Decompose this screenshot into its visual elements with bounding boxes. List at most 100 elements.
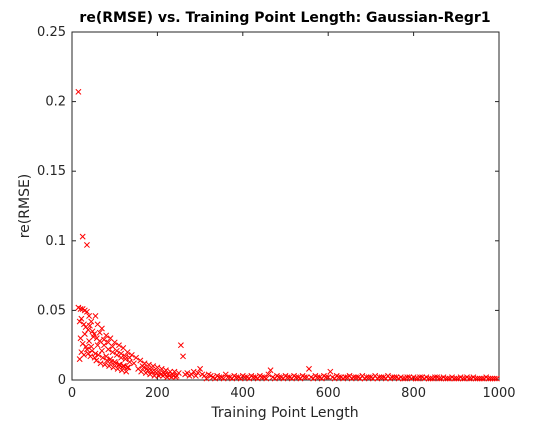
data-point: [459, 375, 466, 382]
data-point: [83, 343, 90, 350]
data-point: [323, 374, 330, 381]
data-point: [303, 374, 310, 381]
y-axis: 0 0.05 0.1 0.15 0.2 0.25: [37, 25, 499, 388]
data-point: [104, 357, 110, 364]
data-point: [325, 374, 332, 381]
data-point: [195, 370, 201, 376]
data-point: [95, 351, 102, 358]
data-point: [113, 347, 120, 354]
data-point: [86, 313, 93, 319]
data-point: [288, 375, 295, 382]
data-point: [429, 375, 436, 382]
axes-box: [71, 31, 500, 381]
y-tick-label: 0.05: [37, 303, 66, 318]
data-point: [172, 374, 179, 381]
x-tick-label: 0: [68, 386, 76, 401]
data-point: [125, 364, 132, 371]
data-point: [86, 322, 93, 329]
data-point: [91, 354, 98, 361]
data-point: [293, 374, 300, 381]
data-point: [301, 374, 308, 381]
data-point: [276, 374, 283, 381]
data-point: [120, 363, 127, 370]
data-point: [237, 375, 244, 382]
data-point: [335, 374, 342, 381]
data-point: [158, 365, 165, 372]
data-point: [357, 375, 364, 382]
data-point: [122, 356, 129, 363]
data-point: [267, 367, 274, 374]
data-point: [122, 353, 129, 360]
data-point: [83, 308, 90, 315]
data-point: [113, 351, 120, 358]
data-point: [175, 370, 182, 376]
data-point: [137, 357, 144, 364]
data-point: [118, 354, 125, 361]
data-point: [487, 375, 494, 382]
data-point: [97, 360, 104, 367]
data-series: [75, 88, 500, 382]
data-point: [79, 233, 86, 240]
data-point: [493, 375, 500, 382]
data-point: [485, 375, 492, 382]
x-axis: 0 200 400 600 800 1000: [68, 32, 516, 401]
data-point: [474, 375, 481, 382]
data-point: [106, 363, 113, 370]
data-point: [263, 375, 270, 382]
data-point: [353, 374, 359, 381]
data-point: [110, 364, 117, 371]
data-point: [229, 375, 236, 382]
data-point: [89, 347, 96, 354]
data-point: [434, 374, 441, 381]
data-point: [105, 346, 112, 353]
data-point: [76, 318, 83, 325]
data-point: [442, 375, 449, 382]
data-point: [111, 339, 118, 346]
x-tick-label: 800: [401, 386, 426, 401]
data-point: [472, 375, 479, 382]
data-point: [446, 375, 453, 382]
data-point: [344, 374, 351, 381]
data-point: [109, 349, 116, 356]
data-point: [348, 375, 355, 382]
data-point: [88, 318, 95, 325]
data-point: [92, 313, 99, 319]
data-point: [116, 342, 122, 349]
data-point: [224, 374, 231, 381]
data-point: [310, 375, 317, 382]
data-point: [124, 349, 131, 356]
data-point: [114, 365, 121, 372]
data-point: [481, 375, 488, 382]
data-point: [119, 367, 125, 374]
data-point: [78, 315, 85, 322]
data-point: [233, 374, 240, 381]
x-tick-label: 600: [316, 386, 341, 401]
data-point: [99, 354, 106, 361]
data-point: [378, 374, 385, 381]
data-point: [387, 375, 394, 382]
data-point: [331, 375, 338, 382]
data-point: [140, 364, 147, 371]
x-axis-label: Training Point Length: [210, 405, 358, 421]
data-point: [121, 363, 128, 370]
data-point: [438, 375, 445, 382]
chart-title: re(RMSE) vs. Training Point Length: Gaus…: [79, 10, 490, 26]
data-point: [101, 361, 108, 368]
data-point: [404, 374, 411, 381]
data-point: [77, 306, 84, 312]
data-point: [149, 368, 156, 375]
data-point: [370, 375, 376, 382]
data-point: [87, 353, 94, 360]
data-point: [297, 375, 304, 382]
data-point: [154, 364, 161, 371]
data-point: [75, 88, 82, 95]
data-point: [93, 357, 100, 364]
data-point: [453, 375, 460, 382]
x-tick-label: 1000: [482, 386, 515, 401]
data-point: [306, 365, 312, 372]
data-point: [382, 375, 389, 382]
data-point: [491, 375, 498, 382]
data-point: [391, 374, 398, 381]
data-point: [412, 375, 419, 382]
x-tick-label: 400: [230, 386, 255, 401]
